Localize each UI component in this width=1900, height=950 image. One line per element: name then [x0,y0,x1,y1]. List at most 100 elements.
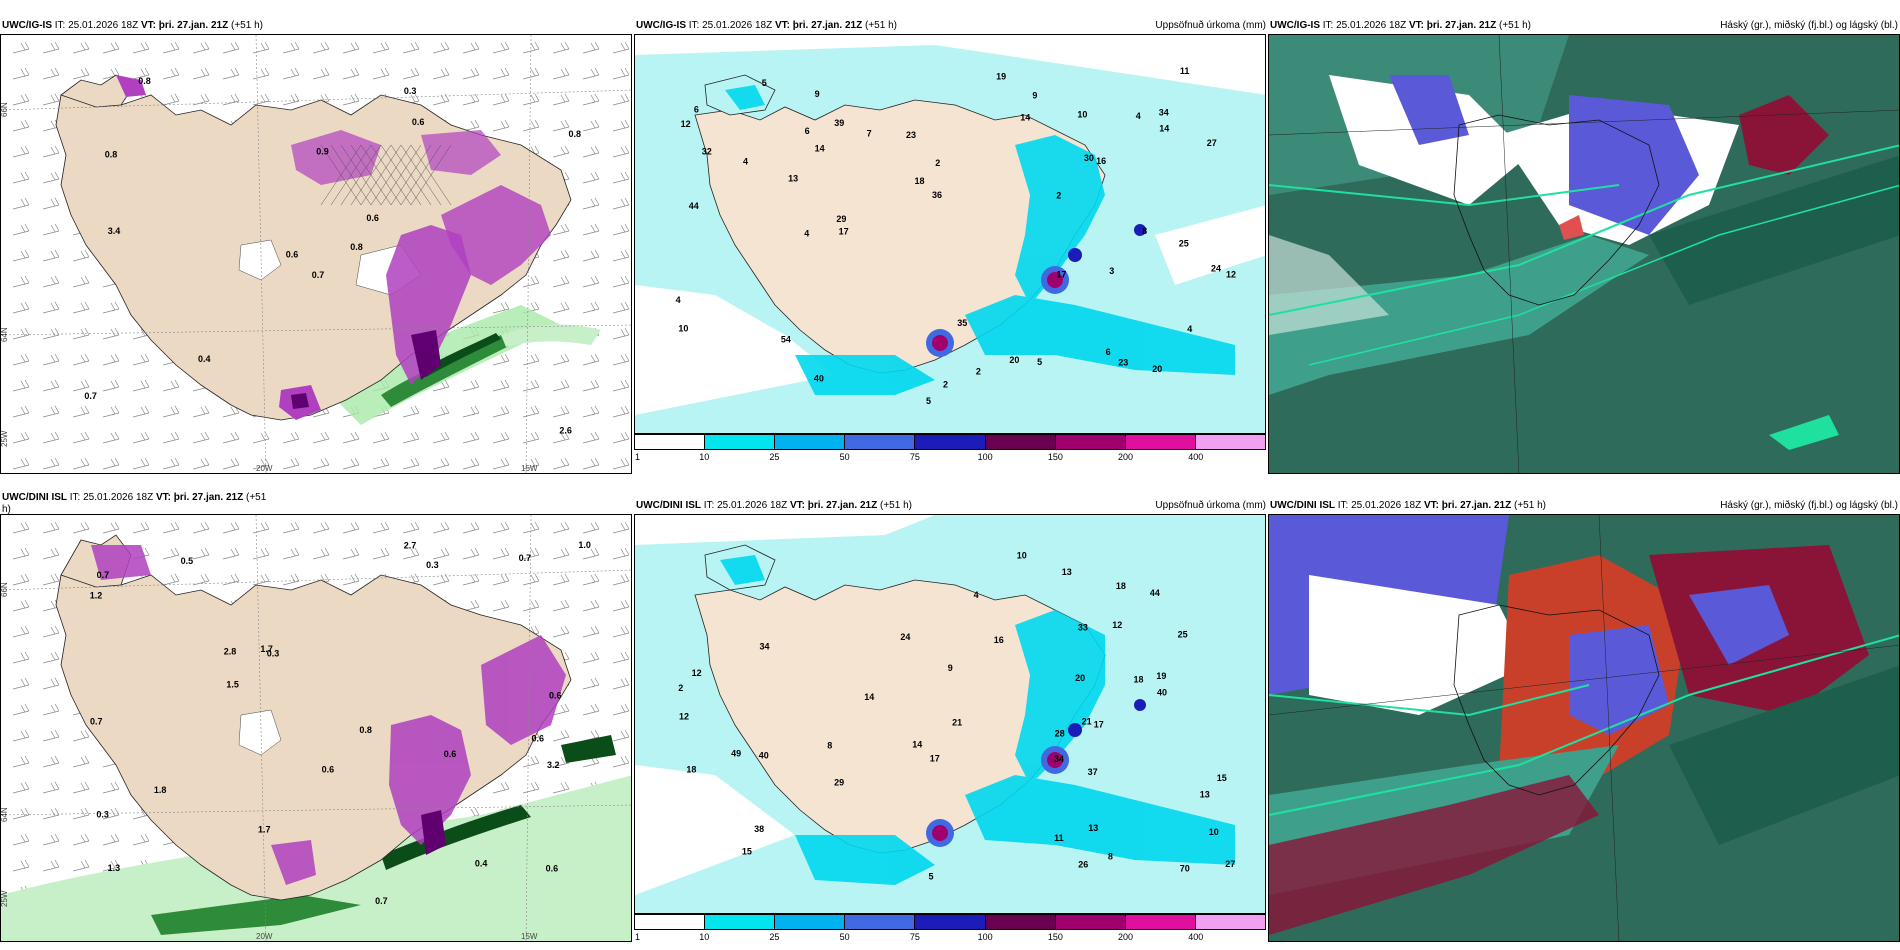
colorbar-segment [1125,915,1196,929]
map-value-label: 40 [759,751,769,761]
panel-title: UWC/DINI ISL IT: 25.01.2026 18Z VT: þri.… [1270,500,1546,511]
map-value-label: 6 [805,126,810,136]
colorbar-segment [915,915,986,929]
colorbar-label: 100 [977,932,993,942]
map-value-label: 0.4 [475,859,488,869]
panel-top-middle: UWC/IG-IS IT: 25.01.2026 18Z VT: þri. 27… [634,12,1268,464]
map-value-label: 5 [926,396,931,406]
cloud-cover-map[interactable] [1268,34,1900,474]
map-value-label: 1.2 [90,591,103,601]
map-value-label: 2 [976,367,981,377]
map-value-label: 34 [1054,754,1064,764]
map-value-label: 35 [957,318,967,328]
lat-label-66n: 66N [1,102,9,117]
map-value-label: 18 [915,176,925,186]
map-value-label: 1.7 [260,644,273,654]
wind-precip-map[interactable]: 20W 15W 66N 64N 25W 0.7 0.8 0.6 0.7 0.6 0.4 0.… [0,34,632,474]
map-value-label: 11 [1054,833,1064,843]
map-value-label: 0.6 [549,690,562,700]
map-value-label: 3 [1109,266,1114,276]
map-value-label: 17 [1094,719,1104,729]
svg-text:25W: 25W [1,890,9,907]
map-value-label: 15 [1217,773,1227,783]
map-value-label: 24 [900,632,910,642]
colorbar-segment [1055,435,1126,449]
map-value-label: 21 [952,717,962,727]
map-value-label: 36 [932,190,942,200]
map-value-label: 54 [781,335,791,345]
colorbar-label: 10 [699,932,710,942]
colorbar-label: 25 [769,452,780,462]
map-value-label: 0.9 [316,146,329,156]
wind-precip-map[interactable]: 20W 15W 66N 64N 25W 0.6 0.6 1.3 0.5 0.3 0.4 0.… [0,514,632,942]
map-value-label: 6 [694,104,699,114]
panel-title: UWC/IG-IS IT: 25.01.2026 18Z VT: þri. 27… [1270,20,1531,31]
map-value-label: 14 [1159,124,1169,134]
map-value-label: 0.3 [404,86,417,96]
colorbar-label: 100 [977,452,993,462]
map-value-label: 16 [994,635,1004,645]
map-value-label: 40 [1157,687,1167,697]
colorbar-segment [1055,915,1126,929]
map-value-label: 2 [1056,190,1061,200]
accumulated-precip-map[interactable]: 34 15 18 13 11 12 19 9 10 8 21 28 18 37 29 70 44 49 18 24 17… [634,514,1266,914]
panel-right-title: Uppsöfnuð úrkoma (mm) [1155,500,1266,511]
map-value-label: 8 [1108,852,1113,862]
map-value-label: 2 [943,380,948,390]
panel-top-right: UWC/IG-IS IT: 25.01.2026 18Z VT: þri. 27… [1268,12,1900,474]
map-value-label: 27 [1225,859,1235,869]
map-value-label: 18 [686,765,696,775]
map-value-label: 19 [996,72,1006,82]
map-value-label: 49 [731,748,741,758]
map-value-label: 0.7 [84,391,97,401]
accumulated-precip-map[interactable]: 32 14 2 2 4 5 17 17 34 12 24 39 30 54 44 40 29 23 20 20 23 25… [634,34,1266,434]
map-value-label: 4 [974,590,979,600]
map-value-label: 32 [702,147,712,157]
map-value-label: 19 [1156,671,1166,681]
map-value-label: 15 [742,846,752,856]
map-value-label: 9 [815,89,820,99]
colorbar-label: 1 [635,932,641,942]
panel-top-left: UWC/IG-IS IT: 25.01.2026 18Z VT: þri. 27… [0,12,634,474]
map-value-label: 26 [1078,860,1088,870]
colorbar-segment [705,435,776,449]
map-value-label: 9 [1032,91,1037,101]
colorbar-segment [635,915,706,929]
map-value-label: 20 [1009,355,1019,365]
map-value-label: 13 [1200,790,1210,800]
map-value-label: 0.8 [105,150,118,160]
map-value-label: 2.6 [559,426,572,436]
colorbar-label: 50 [839,932,850,942]
panel-title: UWC/DINI ISL IT: 25.01.2026 18Z VT: þri.… [636,500,912,511]
map-value-label: 12 [1112,620,1122,630]
colorbar-labels: 1 10 25 50 75 100 150 200 400 [634,932,1266,942]
map-value-label: 12 [1226,270,1236,280]
map-value-label: 2 [935,158,940,168]
map-value-label: 37 [1088,767,1098,777]
colorbar-segment [1195,915,1265,929]
colorbar-label: 200 [1118,452,1134,462]
cloud-cover-map[interactable] [1268,514,1900,942]
colorbar-label: 10 [699,452,710,462]
map-value-label: 2 [678,683,683,693]
colorbar-segment [845,915,916,929]
map-value-label: 0.6 [546,863,559,873]
map-value-label: 18 [1116,581,1126,591]
map-value-label: 0.7 [375,896,388,906]
panel-title: UWC/IG-IS IT: 25.01.2026 18Z VT: þri. 27… [2,20,263,31]
map-value-label: 13 [1088,823,1098,833]
map-value-label: 12 [692,668,702,678]
colorbar-label: 200 [1118,932,1134,942]
map-value-label: 30 [1084,153,1094,163]
panel-title-wrap: h) [2,504,11,515]
map-value-label: 5 [929,872,934,882]
map-value-label: 2.7 [404,541,417,551]
map-value-label: 8 [1142,226,1147,236]
map-value-label: 28 [1055,728,1065,738]
map-value-label: 13 [1062,567,1072,577]
map-value-label: 6 [1106,347,1111,357]
lon-label-20w: 20W [256,464,273,473]
hatch [320,144,452,206]
map-value-label: 25 [1178,630,1188,640]
